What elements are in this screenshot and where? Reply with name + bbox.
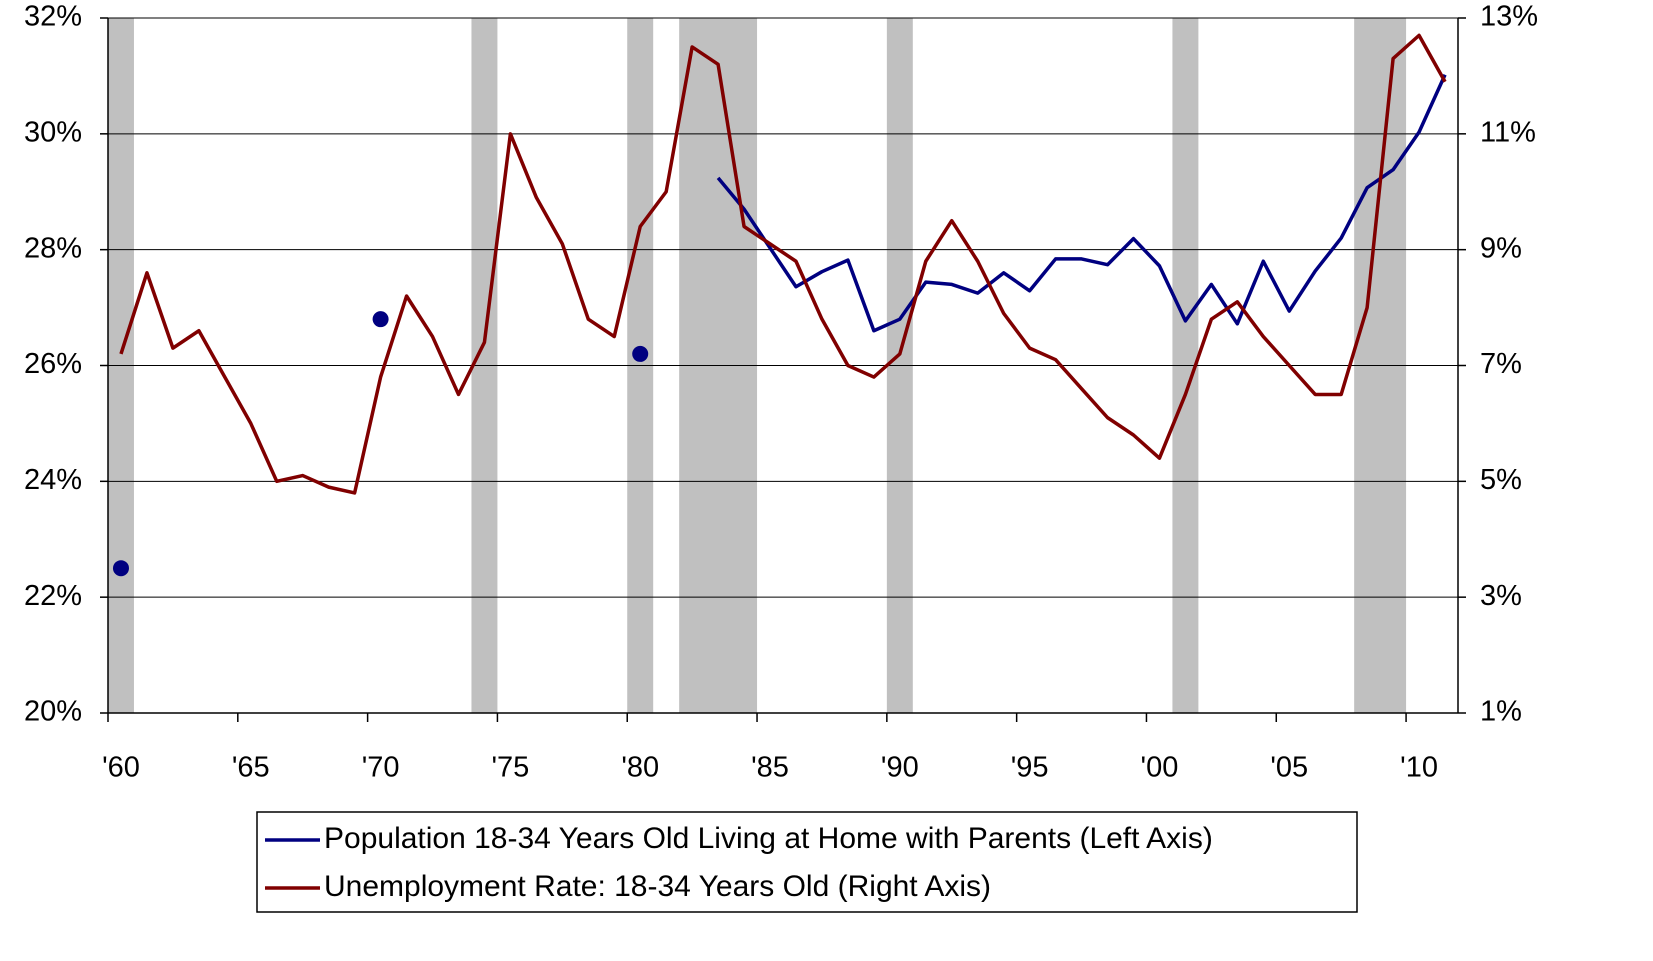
y2-tick-label: 9% [1480, 232, 1522, 264]
x-tick-label: '90 [881, 752, 919, 784]
y-tick-label: 20% [24, 696, 82, 728]
x-tick-label: '95 [1011, 752, 1049, 784]
data-point [632, 345, 649, 362]
x-tick-label: '10 [1400, 752, 1438, 784]
data-point [112, 560, 129, 577]
x-tick-label: '00 [1141, 752, 1179, 784]
y-tick-label: 24% [24, 464, 82, 496]
y2-tick-label: 1% [1480, 696, 1522, 728]
y2-tick-label: 7% [1480, 348, 1522, 380]
x-tick-label: '80 [621, 752, 659, 784]
series-line [716, 74, 1447, 333]
x-tick-label: '85 [751, 752, 789, 784]
y-tick-label: 30% [24, 116, 82, 148]
x-tick-label: '65 [232, 752, 270, 784]
y-tick-label: 26% [24, 348, 82, 380]
legend-box [256, 811, 1358, 913]
y2-tick-label: 5% [1480, 464, 1522, 496]
legend-label: Unemployment Rate: 18-34 Years Old (Righ… [324, 870, 991, 903]
x-tick-label: '70 [362, 752, 400, 784]
y-tick-label: 32% [24, 1, 82, 33]
y2-tick-label: 11% [1480, 116, 1536, 148]
y2-tick-label: 13% [1480, 1, 1538, 33]
series-line [119, 33, 1447, 495]
y-tick-label: 28% [24, 232, 82, 264]
y-tick-label: 22% [24, 580, 82, 612]
x-tick-label: '60 [102, 752, 140, 784]
data-point [372, 311, 389, 328]
legend-label: Population 18-34 Years Old Living at Hom… [324, 822, 1213, 855]
x-tick-label: '75 [492, 752, 530, 784]
y2-tick-label: 3% [1480, 580, 1522, 612]
x-tick-label: '05 [1270, 752, 1308, 784]
